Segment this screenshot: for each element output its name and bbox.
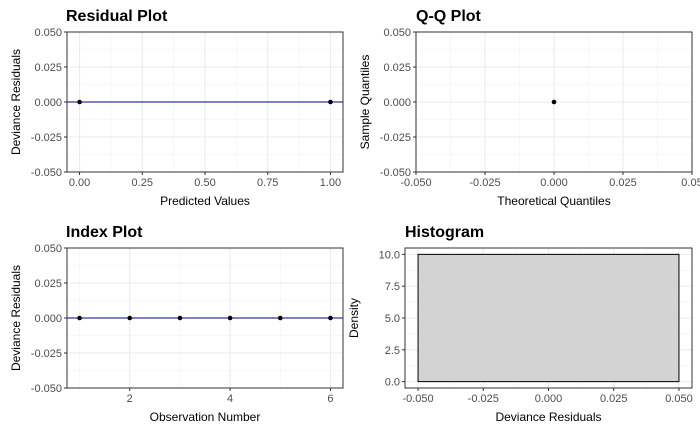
- y-tick-label: -0.050: [31, 167, 62, 179]
- x-tick-label: 0.05: [681, 177, 700, 189]
- x-axis-label: Predicted Values: [160, 194, 250, 208]
- data-point: [177, 315, 183, 321]
- y-tick-label: 0.050: [34, 27, 62, 39]
- y-axis-label: Sample Quantiles: [358, 55, 372, 150]
- data-point: [328, 99, 333, 105]
- x-axis-label: Deviance Residuals: [495, 410, 601, 424]
- x-tick-label: 0.025: [609, 177, 637, 189]
- x-axis-label: Observation Number: [150, 410, 261, 424]
- data-point: [277, 315, 283, 321]
- y-tick-label: -0.050: [31, 383, 62, 395]
- y-tick-label: 0.050: [34, 243, 62, 255]
- y-tick-label: 10.0: [379, 249, 400, 261]
- y-tick-label: -0.025: [31, 348, 62, 360]
- y-tick-label: -0.025: [31, 132, 62, 144]
- y-tick-label: 0.000: [34, 313, 62, 325]
- data-point: [77, 99, 82, 105]
- x-tick-label: 0.025: [600, 393, 628, 405]
- y-tick-label: 0.025: [383, 62, 411, 74]
- x-tick-label: 0.75: [257, 177, 278, 189]
- chart-title: Histogram: [405, 224, 484, 241]
- x-tick-label: 0.000: [535, 393, 563, 405]
- chart-title: Index Plot: [66, 224, 143, 241]
- y-tick-label: -0.025: [380, 132, 411, 144]
- x-tick-label: -0.025: [469, 177, 500, 189]
- y-tick-label: 7.5: [385, 281, 400, 293]
- x-tick-label: 6: [327, 393, 333, 405]
- data-point: [227, 315, 233, 321]
- data-point: [127, 315, 133, 321]
- x-tick-label: 0.000: [540, 177, 568, 189]
- x-tick-label: 2: [127, 393, 133, 405]
- y-tick-label: 0.000: [34, 97, 62, 109]
- x-tick-label: 0.00: [69, 177, 90, 189]
- y-tick-label: 0.025: [34, 62, 62, 74]
- data-point: [328, 315, 333, 321]
- panel-3: 2 4 6 -0.050 -0.025 0.000 0.025 0.050 Observatio…: [9, 224, 344, 424]
- panel-2: -0.050 -0.025 0.000 0.025 0.05 -0.050 -0.025 0.…: [358, 8, 700, 208]
- histogram-bar: [417, 253, 680, 383]
- y-tick-label: 0.050: [383, 27, 411, 39]
- panel-4: -0.050 -0.025 0.000 0.025 0.050 0.0 2.5 5.0 7.5 1…: [347, 224, 693, 424]
- y-axis-label: Deviance Residuals: [9, 265, 23, 371]
- y-tick-label: 5.0: [385, 313, 400, 325]
- y-tick-label: 0.025: [34, 278, 62, 290]
- data-point: [77, 315, 82, 321]
- x-tick-label: 0.50: [194, 177, 215, 189]
- x-tick-label: 0.25: [132, 177, 153, 189]
- y-axis-label: Density: [347, 298, 361, 338]
- y-tick-label: -0.050: [380, 167, 411, 179]
- y-tick-label: 0.0: [385, 377, 400, 389]
- x-axis-label: Theoretical Quantiles: [497, 194, 610, 208]
- chart-title: Residual Plot: [66, 8, 168, 25]
- x-tick-label: 4: [227, 393, 233, 405]
- y-axis-label: Deviance Residuals: [9, 49, 23, 155]
- y-tick-label: 0.000: [383, 97, 411, 109]
- chart-title: Q-Q Plot: [416, 8, 482, 25]
- x-tick-label: -0.050: [400, 177, 431, 189]
- data-point: [551, 99, 557, 105]
- panel-1: 0.00 0.25 0.50 0.75 1.00 -0.050 -0.025 0.000 0.0…: [9, 8, 344, 208]
- x-tick-label: 0.050: [665, 393, 693, 405]
- y-tick-label: 2.5: [385, 345, 400, 357]
- x-tick-label: 1.00: [320, 177, 341, 189]
- x-tick-label: -0.025: [468, 393, 499, 405]
- x-tick-label: -0.050: [402, 393, 433, 405]
